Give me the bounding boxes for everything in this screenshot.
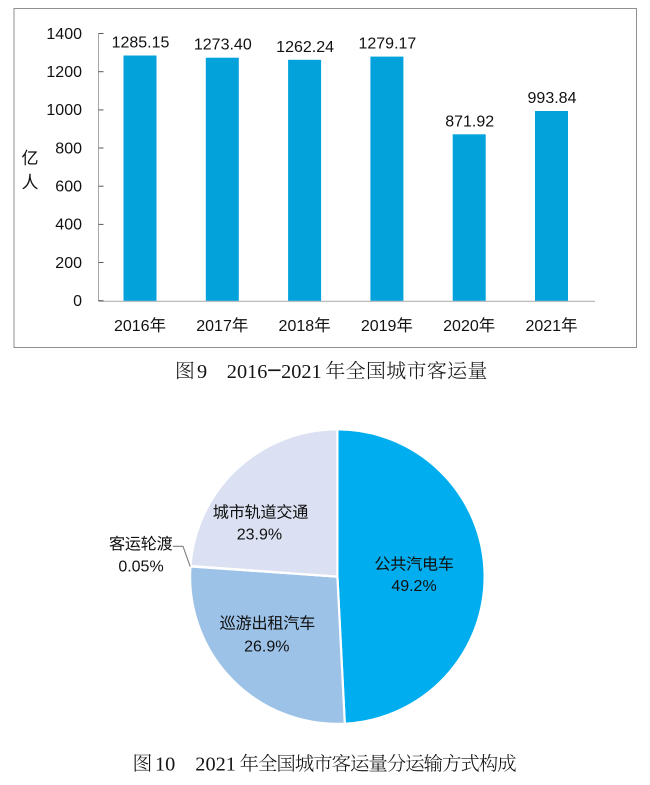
svg-text:2021: 2021	[281, 361, 322, 383]
svg-text:2021: 2021	[525, 318, 561, 335]
svg-text:1285.15: 1285.15	[112, 34, 170, 51]
svg-text:0: 0	[73, 293, 82, 310]
svg-text:200: 200	[55, 255, 82, 272]
svg-text:23.9%: 23.9%	[237, 527, 282, 544]
svg-text:2016: 2016	[114, 318, 150, 335]
svg-text:2020: 2020	[443, 318, 479, 335]
svg-text:49.2%: 49.2%	[391, 578, 436, 595]
svg-text:1273.40: 1273.40	[194, 37, 252, 54]
svg-text:1400: 1400	[46, 26, 82, 43]
svg-text:0.05%: 0.05%	[118, 559, 163, 576]
svg-text:400: 400	[55, 217, 82, 234]
svg-text:9: 9	[197, 361, 207, 383]
svg-text:2016: 2016	[227, 361, 268, 383]
svg-text:10: 10	[155, 753, 175, 775]
svg-text:1279.17: 1279.17	[358, 36, 416, 53]
svg-text:1262.24: 1262.24	[276, 39, 334, 56]
svg-text:800: 800	[55, 140, 82, 157]
svg-text:1000: 1000	[46, 102, 82, 119]
svg-text:1200: 1200	[46, 64, 82, 81]
svg-text:600: 600	[55, 179, 82, 196]
svg-text:2018: 2018	[279, 318, 315, 335]
svg-text:871.92: 871.92	[445, 113, 494, 130]
svg-text:2019: 2019	[361, 318, 397, 335]
svg-text:2017: 2017	[196, 318, 232, 335]
svg-text:26.9%: 26.9%	[244, 639, 289, 656]
svg-text:2021: 2021	[195, 753, 236, 775]
svg-text:993.84: 993.84	[528, 90, 577, 107]
